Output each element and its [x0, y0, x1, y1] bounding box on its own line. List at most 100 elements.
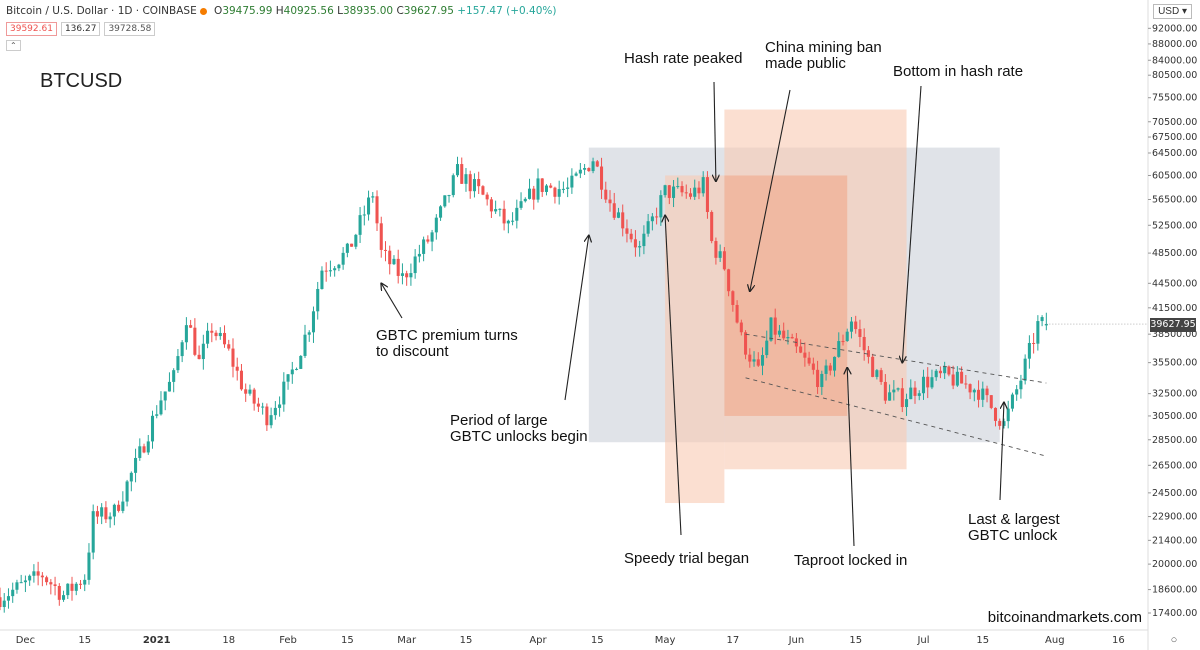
- candle-body: [960, 371, 964, 384]
- candle-body: [87, 552, 91, 580]
- candle-body: [858, 329, 862, 337]
- candle-body: [527, 188, 532, 199]
- candle-body: [392, 258, 396, 265]
- candle-body: [197, 354, 201, 360]
- candle-body: [23, 580, 27, 583]
- annotation-arrow-last-unlock: [999, 402, 1004, 501]
- candle-body: [1002, 421, 1006, 426]
- candle-body: [947, 366, 951, 375]
- candle-body: [718, 251, 722, 258]
- candle-body: [892, 389, 896, 393]
- candle-body: [468, 174, 472, 192]
- candle-body: [53, 584, 57, 586]
- candle-body: [727, 269, 731, 292]
- collapse-legend-button[interactable]: ⌃: [6, 40, 21, 51]
- candle-body: [333, 268, 337, 271]
- candle-body: [909, 387, 913, 400]
- zone-orange_left: [665, 175, 725, 504]
- price-tick-label: 28500.00: [1152, 435, 1197, 446]
- candle-body: [400, 273, 404, 276]
- candle-body: [934, 370, 938, 378]
- candle-body: [227, 344, 231, 349]
- change-value: +157.47 (+0.40%): [457, 5, 557, 17]
- candle-body: [655, 216, 659, 218]
- candle-body: [2, 600, 6, 608]
- currency-selector[interactable]: USD ▾: [1153, 4, 1192, 19]
- candle-body: [760, 355, 765, 366]
- candle-body: [248, 389, 252, 394]
- candle-body: [799, 346, 803, 353]
- candle-body: [477, 179, 481, 187]
- candle-body: [905, 399, 909, 408]
- candle-body: [40, 575, 44, 578]
- candle-body: [642, 233, 646, 247]
- high-value: 40925.56: [283, 5, 334, 17]
- annotation-arrow-taproot: [847, 368, 855, 547]
- candle-body: [820, 373, 824, 388]
- candle-body: [375, 196, 379, 224]
- candle-body: [1044, 324, 1048, 326]
- candle-body: [540, 178, 544, 192]
- candle-body: [210, 330, 214, 333]
- candle-body: [667, 185, 671, 198]
- candle-body: [464, 174, 468, 184]
- candle-body: [193, 327, 197, 355]
- time-tick-label: Mar: [397, 635, 417, 646]
- candle-body: [693, 187, 697, 197]
- candle-body: [108, 516, 112, 520]
- candle-body: [396, 258, 400, 276]
- sell-button[interactable]: 39592.61: [6, 22, 57, 36]
- candle-body: [62, 595, 66, 600]
- settings-icon[interactable]: ○: [1171, 634, 1178, 646]
- candle-body: [993, 407, 998, 421]
- candle-body: [176, 356, 180, 371]
- symbol-title[interactable]: Bitcoin / U.S. Dollar · 1D · COINBASE: [6, 5, 197, 17]
- candle-body: [557, 189, 561, 197]
- symbol-header: Bitcoin / U.S. Dollar · 1D · COINBASE O3…: [6, 5, 556, 17]
- candle-body: [49, 582, 53, 585]
- candle-body: [782, 330, 786, 339]
- price-tick-label: 44500.00: [1152, 278, 1197, 289]
- low-label: L: [337, 5, 343, 17]
- annotation-last-unlock: Last & largest GBTC unlock: [968, 512, 1060, 544]
- candle-body: [553, 187, 557, 197]
- candle-body: [591, 161, 595, 172]
- price-tick-label: 22900.00: [1152, 512, 1197, 523]
- time-tick-label: 15: [591, 635, 604, 646]
- candle-body: [646, 221, 650, 234]
- candle-body: [972, 389, 976, 393]
- candle-body: [214, 332, 218, 337]
- candle-body: [583, 168, 587, 170]
- annotation-gbtc-premium: GBTC premium turns to discount: [376, 328, 518, 360]
- candle-body: [252, 389, 256, 404]
- candle-body: [341, 252, 345, 265]
- ticker-label: BTCUSD: [40, 70, 123, 92]
- candle-body: [964, 383, 968, 385]
- candle-body: [1019, 380, 1023, 390]
- open-label: O: [214, 5, 223, 17]
- buy-button[interactable]: 39728.58: [104, 22, 156, 36]
- candle-body: [879, 370, 883, 382]
- annotation-line: Taproot locked in: [794, 552, 908, 569]
- candle-body: [951, 374, 955, 386]
- price-tick-label: 21400.00: [1152, 535, 1197, 546]
- candle-body: [604, 189, 608, 200]
- close-label: C: [396, 5, 404, 17]
- candle-body: [146, 441, 150, 453]
- candle-body: [633, 239, 637, 248]
- candle-body: [849, 321, 853, 332]
- candle-body: [74, 583, 78, 591]
- candle-body: [354, 234, 358, 247]
- candle-body: [900, 388, 904, 408]
- candle-body: [320, 270, 324, 289]
- candle-body: [824, 365, 828, 374]
- candle-body: [345, 243, 349, 253]
- candle-body: [494, 209, 498, 212]
- candle-body: [231, 348, 235, 367]
- candle-body: [337, 264, 341, 269]
- time-tick-label: Jul: [916, 635, 929, 646]
- candle-body: [430, 232, 434, 242]
- price-tick-label: 64500.00: [1152, 148, 1197, 159]
- price-tick-label: 70500.00: [1152, 117, 1197, 128]
